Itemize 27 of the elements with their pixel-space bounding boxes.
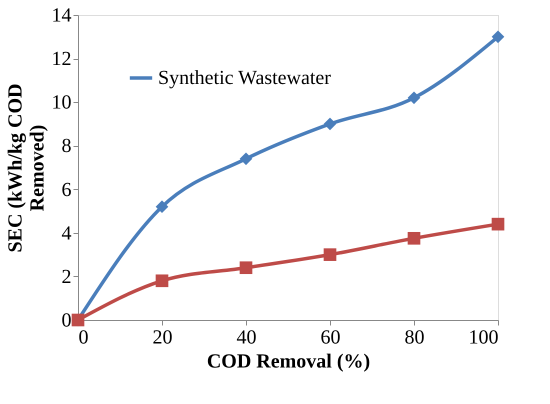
- y-tick-label: 12: [52, 48, 72, 70]
- y-tick-label: 6: [62, 178, 72, 201]
- x-axis-title: COD Removal (%): [206, 350, 370, 372]
- point: [156, 200, 168, 214]
- y-tick-label: 0: [62, 310, 72, 332]
- point: [492, 218, 504, 230]
- x-tick-label: 20: [152, 326, 172, 348]
- x-tick-label: 100: [468, 326, 498, 348]
- point: [240, 152, 252, 166]
- point: [324, 118, 336, 130]
- x-tick-label: 80: [404, 326, 424, 348]
- point: [408, 91, 420, 104]
- x-tick-label: 0: [78, 326, 88, 348]
- y-tick-label: 10: [52, 92, 72, 114]
- point: [408, 232, 420, 245]
- x-tick-label: 60: [320, 326, 340, 348]
- point: [156, 274, 168, 288]
- point: [240, 261, 252, 274]
- y-tick-label: 2: [62, 266, 72, 288]
- y-tick-label: 4: [62, 222, 72, 244]
- y-tick-label: 8: [62, 135, 72, 158]
- y-tick-label: 14: [52, 4, 72, 26]
- y-axis-title: SEC (kWh/kg COD Removed): [4, 84, 48, 252]
- x-tick-label: 40: [236, 326, 256, 348]
- point: [492, 30, 504, 44]
- point: [324, 248, 336, 261]
- legend-label: Synthetic Wastewater: [158, 67, 332, 89]
